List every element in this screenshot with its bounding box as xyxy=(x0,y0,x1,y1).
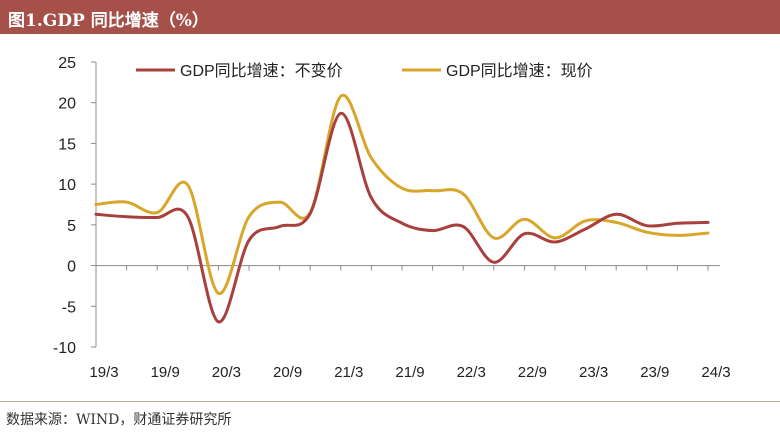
x-tick-label: 19/9 xyxy=(151,364,180,381)
gdp-growth-line-chart: 25 20 15 10 5 0 -5 -10 19/3 19/9 20/3 20/9 21/3 21/9 2… xyxy=(53,55,731,381)
x-tick-label: 24/3 xyxy=(701,364,730,381)
footer-divider xyxy=(0,401,780,402)
y-tick-label: -5 xyxy=(62,299,76,316)
y-tick-label: 25 xyxy=(58,55,76,72)
x-tick-label: 23/9 xyxy=(640,364,669,381)
y-tick-label: 0 xyxy=(67,259,76,276)
x-tick-label: 21/9 xyxy=(395,364,424,381)
x-tick-label: 22/9 xyxy=(518,364,547,381)
x-tick-label: 19/3 xyxy=(89,364,118,381)
y-tick-label: 10 xyxy=(58,177,76,194)
axes: 25 20 15 10 5 0 -5 -10 19/3 19/9 20/3 20/9 21/3 21/9 2… xyxy=(53,55,731,381)
x-tick-label: 21/3 xyxy=(334,364,363,381)
x-tick-label: 22/3 xyxy=(457,364,486,381)
y-tick-label: -10 xyxy=(53,340,76,357)
x-tick-label: 20/3 xyxy=(212,364,241,381)
series-line-constant-price xyxy=(94,111,710,324)
x-tick-label: 23/3 xyxy=(579,364,608,381)
legend-item-current-price: GDP同比增速：现价 xyxy=(402,62,593,80)
series-line-current-price xyxy=(94,93,710,295)
legend: GDP同比增速：不变价 GDP同比增速：现价 xyxy=(136,62,593,80)
legend-label: GDP同比增速：不变价 xyxy=(180,62,343,80)
source-note: 数据来源：WIND，财通证券研究所 xyxy=(6,412,232,428)
title-bar: 图1.GDP 同比增速（%） xyxy=(0,0,780,34)
y-tick-label: 5 xyxy=(67,218,76,235)
y-tick-label: 15 xyxy=(58,136,76,153)
legend-item-constant-price: GDP同比增速：不变价 xyxy=(136,62,343,80)
legend-label: GDP同比增速：现价 xyxy=(446,62,593,80)
chart-title: 图1.GDP 同比增速（%） xyxy=(8,11,209,31)
y-tick-label: 20 xyxy=(58,96,76,113)
x-tick-label: 20/9 xyxy=(273,364,302,381)
series-layer xyxy=(94,93,710,324)
